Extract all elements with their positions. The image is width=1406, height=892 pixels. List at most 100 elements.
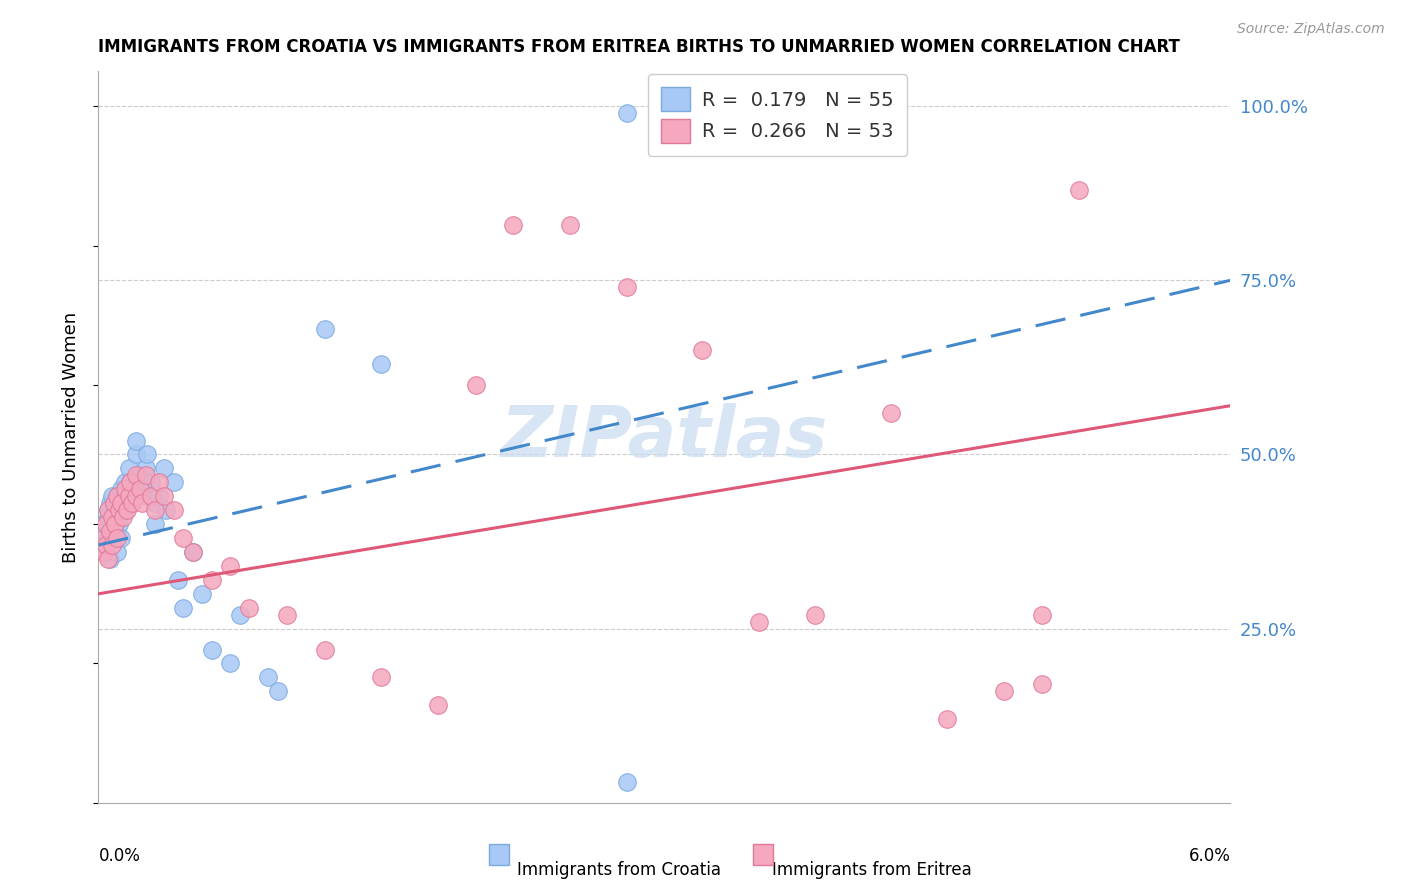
- Point: [141, 489, 163, 503]
- Point: [148, 475, 170, 490]
- Text: 6.0%: 6.0%: [1188, 847, 1230, 864]
- Point: [166, 573, 188, 587]
- Point: [98, 552, 121, 566]
- Point: [135, 489, 157, 503]
- Point: [804, 607, 827, 622]
- Point: [94, 517, 117, 532]
- Point: [103, 531, 125, 545]
- Point: [690, 343, 713, 357]
- Point: [464, 377, 486, 392]
- Point: [748, 615, 770, 629]
- Point: [103, 496, 125, 510]
- Point: [100, 538, 122, 552]
- Point: [229, 607, 252, 622]
- Point: [111, 496, 134, 510]
- Point: [110, 496, 132, 510]
- Text: 0.0%: 0.0%: [98, 847, 141, 864]
- Point: [143, 496, 166, 510]
- Point: [94, 524, 117, 538]
- Point: [105, 489, 128, 503]
- Point: [103, 517, 125, 532]
- Point: [314, 642, 336, 657]
- Point: [105, 489, 128, 503]
- Point: [276, 607, 298, 622]
- FancyBboxPatch shape: [752, 845, 773, 865]
- Point: [108, 517, 131, 532]
- Point: [993, 684, 1015, 698]
- Point: [110, 531, 132, 545]
- Point: [120, 475, 142, 490]
- Point: [163, 503, 186, 517]
- Point: [201, 573, 224, 587]
- Point: [115, 503, 138, 517]
- Point: [1069, 183, 1091, 197]
- Point: [129, 483, 152, 497]
- Point: [370, 357, 392, 371]
- Point: [121, 496, 143, 510]
- Y-axis label: Births to Unmarried Women: Births to Unmarried Women: [62, 311, 80, 563]
- Point: [97, 510, 120, 524]
- Text: ZIPatlas: ZIPatlas: [501, 402, 828, 472]
- Point: [125, 468, 148, 483]
- Point: [143, 517, 166, 532]
- Point: [1031, 607, 1053, 622]
- Point: [97, 531, 120, 545]
- Point: [880, 406, 903, 420]
- Point: [136, 448, 159, 462]
- Point: [155, 503, 177, 517]
- Point: [94, 545, 117, 559]
- Point: [114, 503, 136, 517]
- Point: [93, 531, 115, 545]
- Legend: R =  0.179   N = 55, R =  0.266   N = 53: R = 0.179 N = 55, R = 0.266 N = 53: [648, 74, 907, 156]
- Point: [108, 503, 131, 517]
- Point: [117, 461, 139, 475]
- Point: [266, 684, 288, 698]
- Point: [100, 510, 122, 524]
- Point: [111, 510, 134, 524]
- Point: [163, 475, 186, 490]
- Point: [93, 517, 115, 532]
- Point: [257, 670, 280, 684]
- Point: [104, 510, 127, 524]
- Point: [125, 448, 148, 462]
- Point: [100, 503, 122, 517]
- FancyBboxPatch shape: [489, 845, 509, 865]
- Point: [125, 489, 148, 503]
- Point: [181, 545, 204, 559]
- Point: [104, 517, 127, 532]
- Text: Immigrants from Croatia: Immigrants from Croatia: [517, 862, 721, 880]
- Point: [93, 545, 115, 559]
- Point: [370, 670, 392, 684]
- Point: [135, 461, 157, 475]
- Text: IMMIGRANTS FROM CROATIA VS IMMIGRANTS FROM ERITREA BIRTHS TO UNMARRIED WOMEN COR: IMMIGRANTS FROM CROATIA VS IMMIGRANTS FR…: [98, 38, 1180, 56]
- Text: Source: ZipAtlas.com: Source: ZipAtlas.com: [1237, 22, 1385, 37]
- Point: [148, 489, 170, 503]
- Point: [238, 600, 260, 615]
- Point: [98, 524, 121, 538]
- Point: [172, 600, 194, 615]
- Point: [115, 489, 138, 503]
- Point: [94, 538, 117, 552]
- Point: [117, 489, 139, 503]
- Point: [135, 468, 157, 483]
- Text: Immigrants from Eritrea: Immigrants from Eritrea: [772, 862, 972, 880]
- Point: [105, 503, 128, 517]
- Point: [125, 434, 148, 448]
- Point: [427, 698, 450, 713]
- Point: [616, 775, 638, 789]
- Point: [616, 106, 638, 120]
- Point: [558, 218, 581, 232]
- Point: [219, 558, 242, 573]
- Point: [105, 531, 128, 545]
- Point: [129, 468, 152, 483]
- Point: [121, 496, 143, 510]
- Point: [93, 531, 115, 545]
- Point: [201, 642, 224, 657]
- Point: [97, 503, 120, 517]
- Point: [120, 475, 142, 490]
- Point: [114, 475, 136, 490]
- Point: [131, 483, 153, 497]
- Point: [143, 503, 166, 517]
- Point: [131, 496, 153, 510]
- Point: [191, 587, 214, 601]
